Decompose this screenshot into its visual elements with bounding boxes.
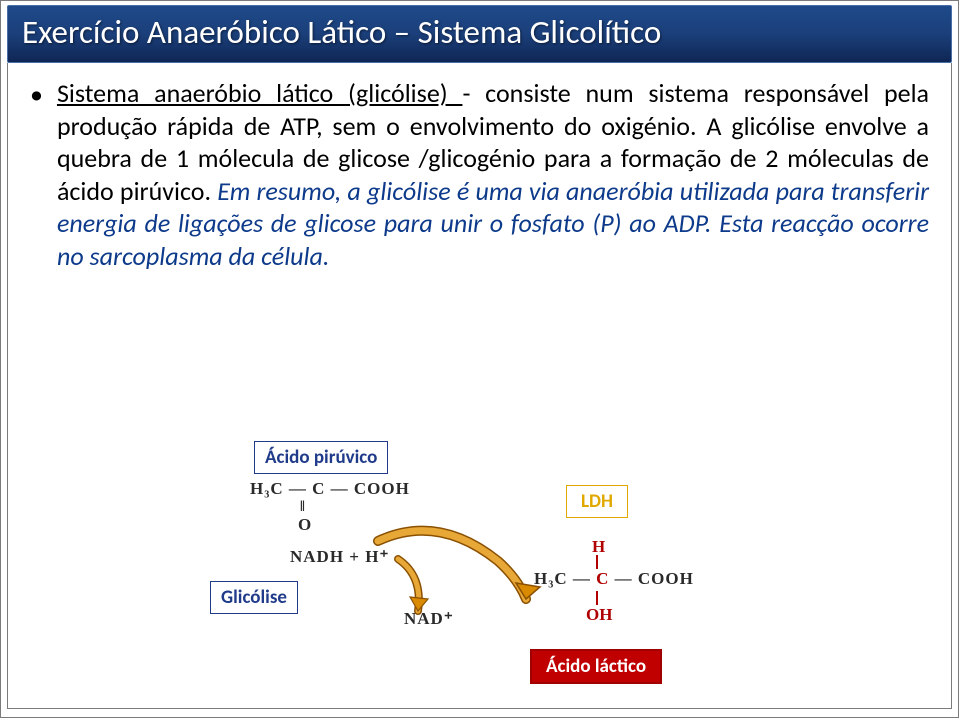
label-lactic-acid: Ácido láctico [530, 649, 662, 684]
pyruvic-double-bond: ‖ [300, 499, 305, 516]
lead-underlined: Sistema anaeróbio lático (glicólise) [57, 77, 462, 109]
lactic-post: — COOH [609, 569, 693, 588]
content-box: • Sistema anaeróbio lático (glicólise) -… [7, 63, 952, 709]
label-glycolysis: Glicólise [210, 581, 298, 614]
structure-lactic: H H₃C — C — COOH OH [534, 537, 734, 637]
lactic-h: H [592, 537, 605, 557]
slide-title: Exercício Anaeróbico Lático – Sistema Gl… [22, 12, 937, 52]
bullet-dot: • [30, 79, 43, 110]
slide-container: Exercício Anaeróbico Lático – Sistema Gl… [0, 0, 959, 718]
pyruvic-oxygen: O [298, 515, 311, 535]
label-pyruvic-acid: Ácido pirúvico [254, 441, 388, 474]
lactic-bond-top [596, 555, 598, 569]
lactic-pre: H₃C — [534, 569, 596, 588]
lactic-c: C [596, 569, 609, 588]
body-paragraph: Sistema anaeróbio lático (glicólise) - c… [57, 77, 929, 272]
title-bar: Exercício Anaeróbico Lático – Sistema Gl… [7, 5, 952, 63]
bullet-block: • Sistema anaeróbio lático (glicólise) -… [30, 77, 929, 272]
pyruvic-formula: H₃C — C — COOH [250, 479, 410, 499]
lactic-bond-bottom [596, 591, 598, 605]
label-ldh: LDH [566, 485, 628, 518]
reaction-arrow-icon [368, 521, 548, 631]
lactic-oh: OH [586, 605, 612, 625]
lactic-formula: H₃C — C — COOH [534, 569, 694, 589]
reaction-diagram: Ácido pirúvico Glicólise LDH Ácido lácti… [168, 433, 808, 693]
